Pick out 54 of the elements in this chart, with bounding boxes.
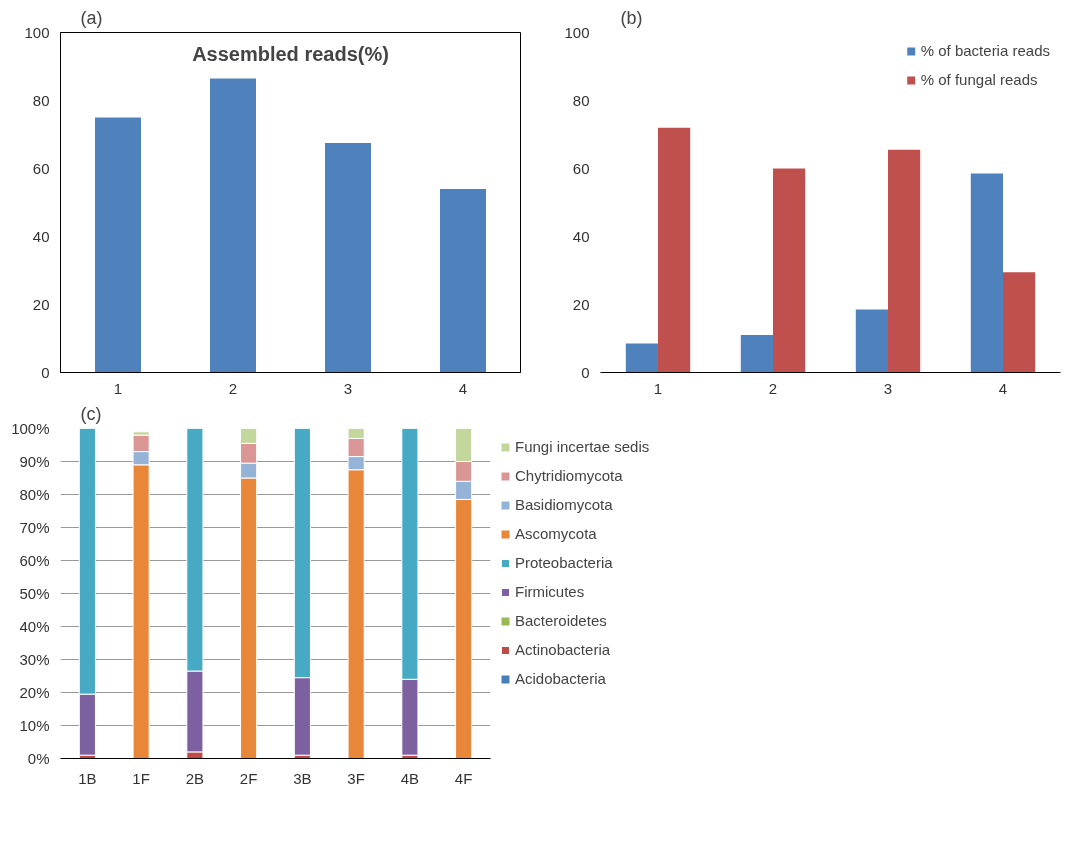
text: (c) <box>80 403 102 424</box>
y-tick-label: 60% <box>19 552 50 569</box>
x-tick-label: 2B <box>185 769 205 787</box>
y-tick-label: 60 <box>572 159 590 177</box>
y-tick-label: 20 <box>32 295 50 313</box>
x-tick-label: 4 <box>998 379 1008 397</box>
y-tick-label: 30% <box>19 651 50 668</box>
x-tick-label: 4F <box>454 769 473 787</box>
x-tick-label: 3 <box>883 379 893 397</box>
y-tick-label: 40 <box>572 227 590 245</box>
y-tick-label: 80 <box>572 91 590 109</box>
x-tick-label: 4B <box>400 769 420 787</box>
x-tick-label: 3B <box>293 769 312 787</box>
legend-label: Ascomycota <box>515 525 597 542</box>
x-tick-label: 1 <box>653 379 663 397</box>
y-tick-label: 0 <box>41 363 50 381</box>
y-tick-label: 0 <box>581 363 590 381</box>
legend-label: Basidiomycota <box>515 496 613 513</box>
y-tick-label: 80% <box>19 486 50 503</box>
y-tick-label: 20% <box>19 684 50 701</box>
legend-label: Actinobacteria <box>515 641 611 658</box>
x-tick-label: 2F <box>239 769 258 787</box>
y-tick-label: 80 <box>32 91 50 109</box>
legend-label: Proteobacteria <box>515 554 613 571</box>
y-tick-label: 40% <box>19 618 50 635</box>
y-tick-label: 100 <box>564 23 590 41</box>
y-tick-label: 70% <box>19 519 50 536</box>
text: (a) <box>80 7 103 28</box>
x-tick-label: 4 <box>458 379 468 397</box>
x-tick-label: 1F <box>132 769 150 787</box>
y-tick-label: 90% <box>19 453 50 470</box>
y-tick-label: 50% <box>19 585 50 602</box>
y-tick-label: 100% <box>11 420 50 437</box>
y-tick-label: 40 <box>32 227 50 245</box>
x-tick-label: 2 <box>228 379 238 397</box>
x-tick-label: 1B <box>78 769 97 787</box>
legend-label: Acidobacteria <box>515 670 606 687</box>
text: Assembled reads(%) <box>192 42 389 65</box>
x-tick-label: 1 <box>113 379 123 397</box>
legend-label: Firmicutes <box>515 583 585 600</box>
legend-label: Bacteroidetes <box>515 612 607 629</box>
x-tick-label: 3F <box>347 769 365 787</box>
y-tick-label: 100 <box>24 23 50 41</box>
y-tick-label: 60 <box>32 159 50 177</box>
legend-label: Fungi incertae sedis <box>515 438 650 455</box>
legend-label: % of fungal reads <box>920 71 1038 88</box>
legend-label: Chytridiomycota <box>515 467 623 484</box>
legend-label: % of bacteria reads <box>920 42 1050 59</box>
text: (b) <box>620 7 643 28</box>
y-tick-label: 10% <box>19 717 50 734</box>
y-tick-label: 20 <box>572 295 590 313</box>
y-tick-label: 0% <box>27 750 50 767</box>
x-tick-label: 2 <box>768 379 778 397</box>
x-tick-label: 3 <box>343 379 353 397</box>
